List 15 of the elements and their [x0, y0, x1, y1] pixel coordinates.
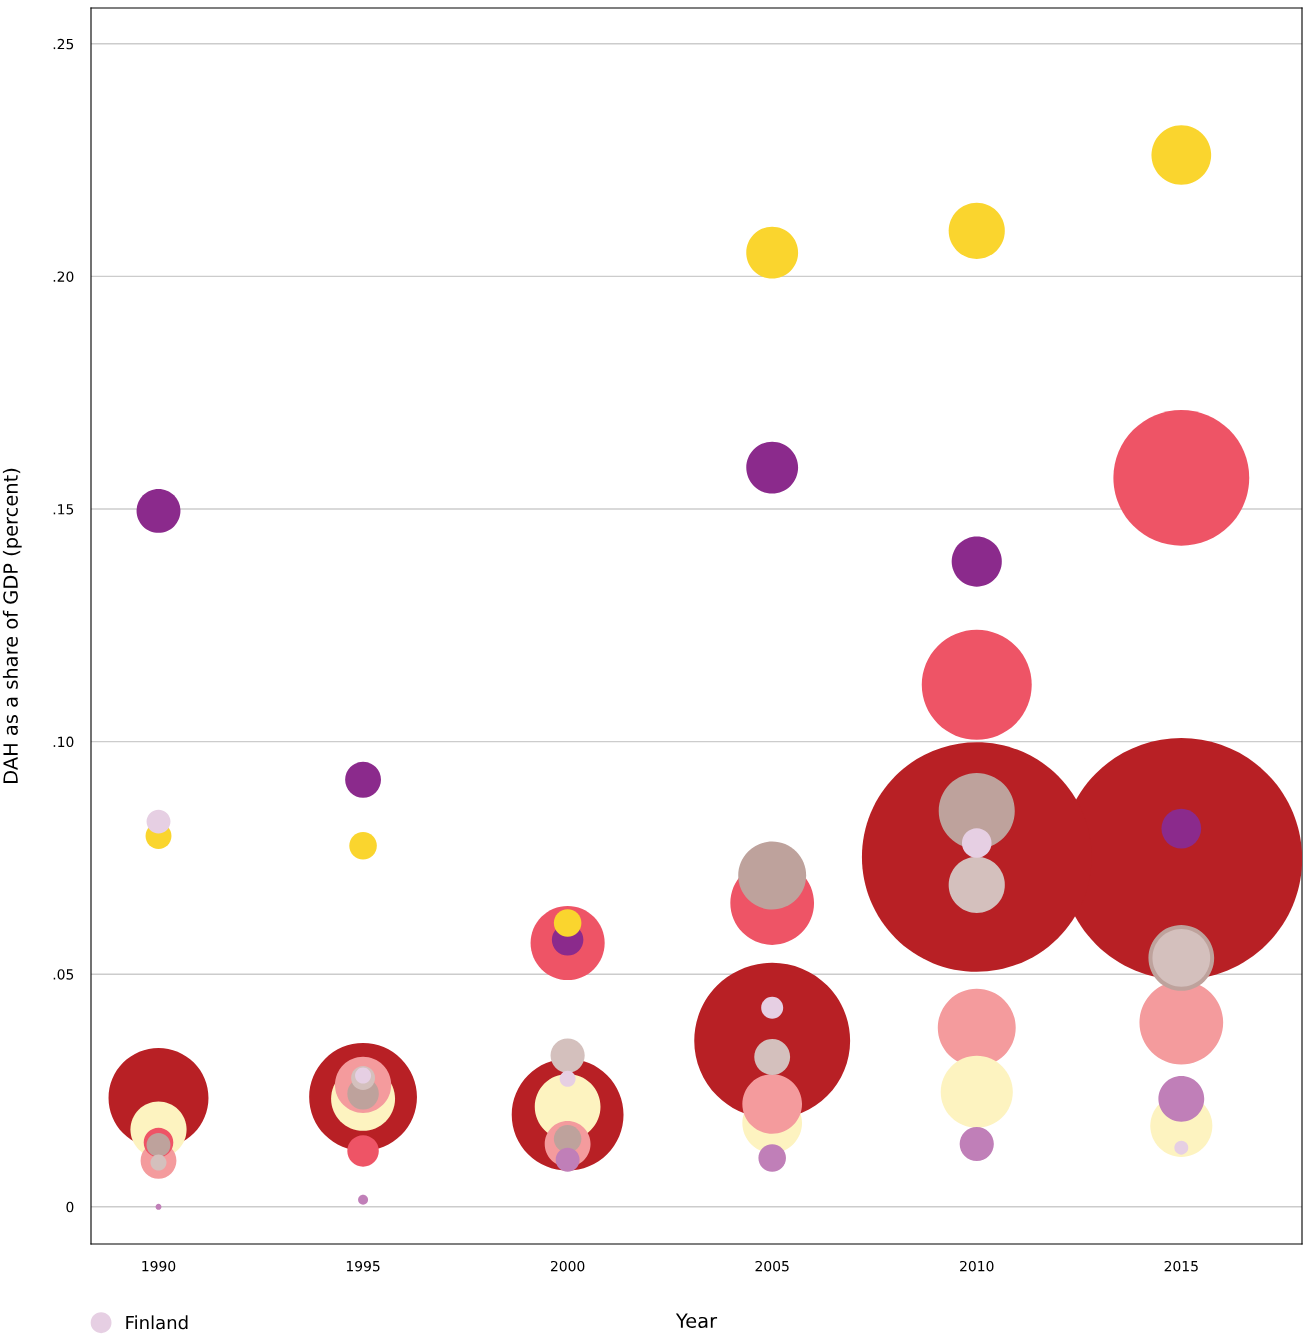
x-tick-label: 2000 [550, 1260, 585, 1272]
y-tick-label: .25 [53, 38, 74, 50]
x-axis-title: Year [675, 1313, 718, 1329]
x-tick-label: 2005 [755, 1260, 789, 1272]
y-tick-label: .05 [53, 969, 74, 980]
x-tick-label: 1995 [346, 1260, 380, 1272]
legend-label: Finland [126, 1315, 188, 1330]
x-tick-label: 2010 [960, 1260, 994, 1272]
x-tick-label: 2015 [1164, 1260, 1198, 1272]
y-tick-label: .20 [53, 271, 74, 282]
y-tick-label: .10 [53, 736, 74, 748]
x-tick-label: 1990 [142, 1260, 176, 1272]
y-axis-title: DAH as a share of GDP (percent) [2, 468, 22, 783]
y-tick-label: .15 [53, 504, 74, 515]
y-tick-label: 0 [66, 1201, 74, 1213]
